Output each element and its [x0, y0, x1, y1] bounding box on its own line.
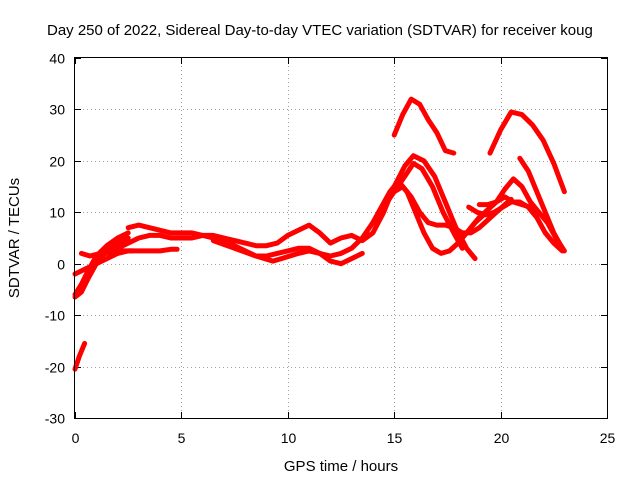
- y-tick-label: 30: [49, 102, 65, 118]
- series-line-sat-m: [487, 109, 567, 195]
- series-group: [72, 96, 567, 372]
- y-tick-label: 10: [49, 205, 65, 221]
- x-tick-label: 5: [178, 430, 186, 446]
- y-tick-label: -10: [45, 308, 65, 324]
- y-tick-label: -30: [45, 411, 65, 427]
- x-axis-title: GPS time / hours: [284, 458, 398, 475]
- chart-title: Day 250 of 2022, Sidereal Day-to-day VTE…: [47, 22, 593, 39]
- x-tick-label: 20: [494, 430, 510, 446]
- plot-frame: [74, 57, 608, 419]
- series-line-sat-k: [391, 96, 457, 156]
- y-tick-label: -20: [45, 360, 65, 376]
- series-line-sat-f: [104, 160, 465, 259]
- tick-marks: [75, 58, 608, 419]
- x-tick-label: 0: [72, 430, 80, 446]
- series-line-sat-g: [125, 153, 478, 262]
- series-line-sat-j: [374, 184, 514, 236]
- y-tick-label: 40: [49, 51, 65, 67]
- y-tick-label: 20: [49, 154, 65, 170]
- x-tick-label: 25: [600, 430, 616, 446]
- x-tick-label: 10: [281, 430, 297, 446]
- x-tick-labels: 0 5 10 15 20 25: [72, 430, 616, 446]
- series-line-sat-o: [468, 176, 542, 231]
- series-line-sat-i: [370, 178, 487, 256]
- x-tick-label: 15: [387, 430, 403, 446]
- y-tick-label: 0: [57, 257, 65, 273]
- grid: [75, 58, 607, 418]
- y-tick-labels: -30 -20 -10 0 10 20 30 40: [45, 51, 65, 427]
- series-line-sat-a: [72, 340, 88, 372]
- series-line-sat-h: [210, 238, 365, 267]
- y-axis-title: SDTVAR / TECUs: [6, 178, 23, 298]
- series-line-sat-p: [517, 155, 565, 251]
